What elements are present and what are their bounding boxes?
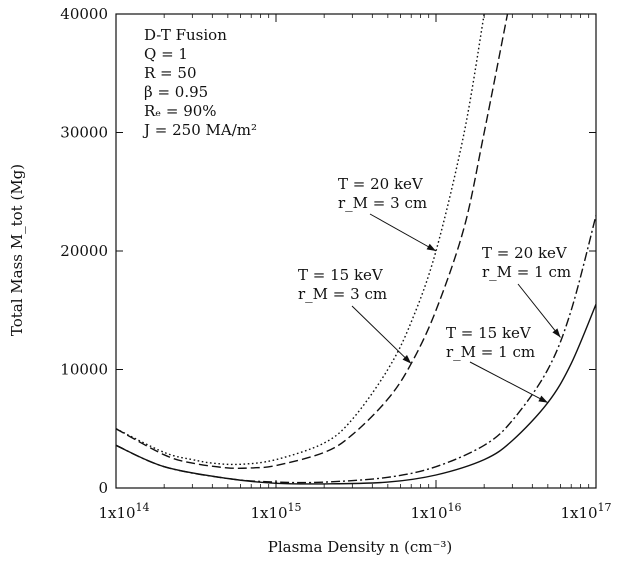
x-tick-label-1e16: 1x1016: [410, 501, 461, 522]
param-j: J = 250 MA/m²: [142, 121, 257, 139]
annotation-arrows: [351, 213, 561, 404]
annotation-15kev-3cm-line1: T = 15 keV: [298, 266, 384, 284]
param-beta: β = 0.95: [144, 83, 208, 101]
annotation-arrow-head-0: [426, 243, 436, 251]
y-axis-title: Total Mass M_tot (Mg): [8, 164, 26, 336]
annotation-arrow-line-3: [469, 361, 549, 404]
param-r: R = 50: [144, 64, 197, 82]
x-tick-label-1e14: 1x1014: [98, 501, 149, 522]
y-tick-label-30000: 30000: [60, 124, 108, 142]
annotation-20kev-3cm-line1: T = 20 keV: [338, 175, 424, 193]
annotation-20kev-1cm-line2: r_M = 1 cm: [482, 263, 571, 281]
series-line-1: [116, 14, 509, 470]
annotation-arrow-line-2: [517, 283, 561, 338]
x-tick-label-1e17: 1x1017: [560, 501, 611, 522]
x-axis-title: Plasma Density n (cm⁻³): [268, 538, 452, 556]
annotation-arrow-line-1: [351, 305, 412, 364]
series-layer: [116, 14, 596, 485]
series-line-0: [116, 14, 485, 466]
series-line-3: [116, 304, 596, 485]
y-tick-label-20000: 20000: [60, 242, 108, 260]
annotation-20kev-1cm-line1: T = 20 keV: [482, 244, 568, 262]
annotation-15kev-1cm-line1: T = 15 keV: [446, 324, 532, 342]
annotation-20kev-3cm-line2: r_M = 3 cm: [338, 194, 427, 212]
annotation-arrow-head-2: [552, 328, 561, 338]
annotation-15kev-3cm-line2: r_M = 3 cm: [298, 285, 387, 303]
param-q: Q = 1: [144, 45, 188, 63]
y-tick-label-40000: 40000: [60, 5, 108, 23]
param-re: Rₑ = 90%: [144, 102, 217, 120]
annotation-arrow-head-1: [402, 355, 412, 364]
annotation-arrow-head-3: [538, 395, 548, 403]
annotation-15kev-1cm-line2: r_M = 1 cm: [446, 343, 535, 361]
y-tick-label-0: 0: [98, 479, 108, 497]
tick-layer: [115, 13, 597, 489]
annotation-arrow-line-0: [369, 213, 437, 252]
y-tick-label-10000: 10000: [60, 361, 108, 379]
param-fusion-type: D-T Fusion: [144, 26, 227, 44]
x-tick-label-1e15: 1x1015: [250, 501, 301, 522]
